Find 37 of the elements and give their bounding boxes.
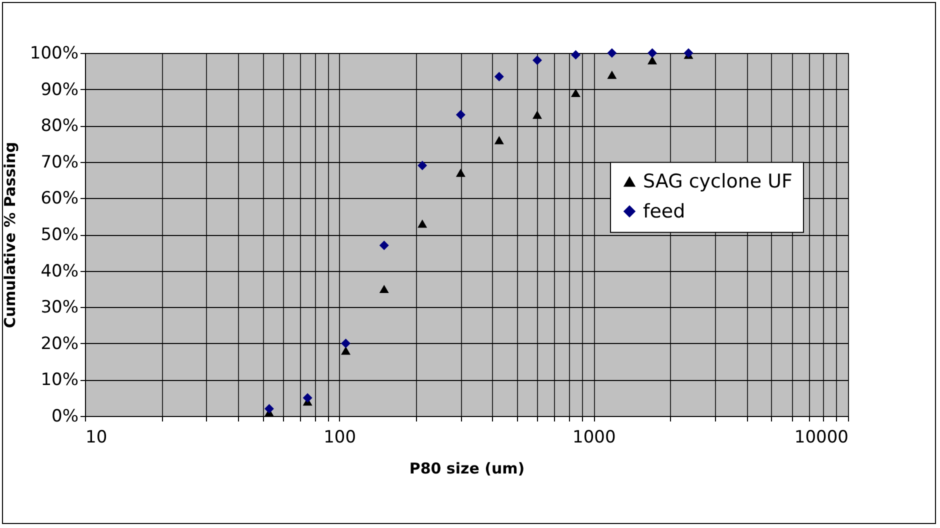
y-tick-label: 90% xyxy=(40,80,78,100)
y-tick-label: 30% xyxy=(40,298,78,318)
point xyxy=(456,110,466,120)
point xyxy=(494,72,504,82)
x-axis-title: P80 size (um) xyxy=(409,460,525,478)
point xyxy=(570,88,580,98)
point xyxy=(341,346,351,355)
point xyxy=(494,136,504,144)
y-tick-label: 60% xyxy=(40,188,78,209)
y-tick-label: 80% xyxy=(40,116,78,136)
x-tick-label: 100 xyxy=(324,428,356,448)
point xyxy=(648,56,658,64)
legend-label: feed xyxy=(643,200,686,222)
point xyxy=(532,56,542,66)
y-tick-label: 20% xyxy=(40,334,78,354)
point xyxy=(341,338,351,348)
y-tick-label: 10% xyxy=(40,370,78,390)
point xyxy=(648,48,658,58)
point xyxy=(418,160,428,170)
point xyxy=(302,393,312,403)
y-tick-label: 70% xyxy=(40,152,78,172)
point xyxy=(264,404,274,414)
x-tick-label: 10 xyxy=(86,428,108,448)
point xyxy=(379,284,389,294)
x-tick-label: 10000 xyxy=(794,428,848,448)
legend-label: SAG cyclone UF xyxy=(643,170,792,192)
y-tick-label: 0% xyxy=(52,406,78,426)
x-tick-label: 1000 xyxy=(572,428,616,448)
y-tick-label: 40% xyxy=(40,261,78,282)
y-axis-title: Cumulative % Passing xyxy=(0,142,19,328)
point xyxy=(570,50,580,60)
point xyxy=(379,240,389,250)
point xyxy=(532,110,542,119)
y-tick-label: 100% xyxy=(30,44,78,64)
y-tick-label: 50% xyxy=(40,225,78,245)
point xyxy=(456,168,466,177)
point xyxy=(418,220,428,228)
